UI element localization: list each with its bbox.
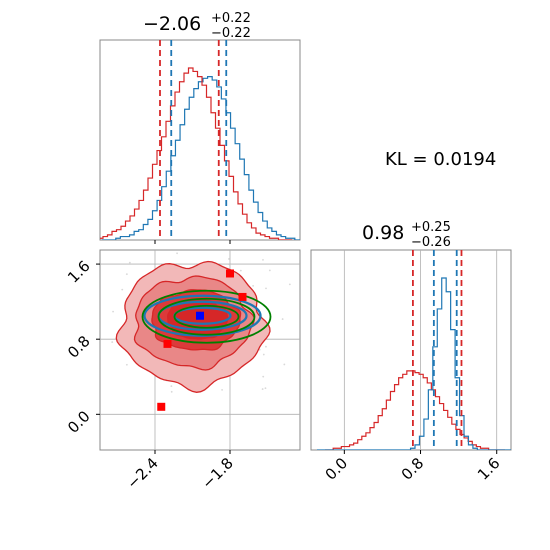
y-tick-label: 1.6 — [64, 257, 94, 287]
sample-point — [111, 341, 114, 343]
x-tick-label: 1.6 — [474, 454, 504, 484]
sample-point — [170, 385, 173, 388]
x-tick-label: 0.0 — [322, 454, 352, 484]
blue-mean-marker — [196, 311, 204, 320]
sample-point — [128, 261, 131, 264]
red-sample-marker — [163, 339, 172, 348]
sample-point — [95, 420, 97, 422]
x-tick-label: −2.4 — [123, 454, 161, 492]
param1-title-minus: −0.22 — [211, 26, 251, 41]
sample-point — [170, 390, 173, 393]
joint-density-panel: 0.0 0.8 1.6 −2.4 −1.8 — [64, 249, 301, 493]
param2-title-plus: +0.25 — [411, 220, 451, 235]
sample-point — [265, 345, 267, 348]
histograms — [100, 40, 300, 240]
sample-point — [125, 363, 128, 366]
green-contour — [173, 304, 240, 329]
sample-point — [261, 388, 264, 390]
sample-point — [262, 258, 264, 261]
marginal-histogram-param1 — [99, 39, 301, 244]
sample-point — [221, 389, 223, 391]
param2-title: 0.98 — [362, 222, 404, 244]
sample-point — [252, 284, 255, 287]
red-sample-marker — [226, 269, 234, 278]
sample-point — [262, 353, 265, 356]
y-tick-label: 0.0 — [64, 407, 94, 437]
histograms — [317, 250, 511, 450]
red-sample-marker — [157, 402, 166, 411]
param2-title-minus: −0.26 — [411, 235, 451, 250]
hist-blue-param1 — [102, 76, 300, 240]
sample-point — [121, 288, 124, 291]
sample-point — [262, 375, 265, 378]
green-contour — [141, 289, 272, 344]
x-tick-label: 0.8 — [398, 454, 428, 484]
red-sample-marker — [238, 292, 247, 301]
hist-red-param1 — [100, 67, 292, 240]
sample-point — [268, 269, 271, 272]
sample-point — [288, 283, 291, 286]
sample-point — [228, 263, 231, 266]
green-contour — [157, 297, 256, 336]
y-tick-label: 0.8 — [64, 332, 94, 362]
sample-point — [176, 252, 178, 255]
sample-point — [112, 310, 114, 313]
axes-frame — [99, 39, 301, 241]
param1-title: −2.06 — [143, 13, 201, 35]
param1-title-plus: +0.22 — [211, 11, 251, 26]
sample-point — [265, 287, 267, 290]
sample-point — [228, 258, 230, 260]
sample-point — [281, 318, 284, 320]
sample-point — [283, 363, 286, 366]
kl-annotation: KL = 0.0194 — [385, 149, 496, 170]
blue-contour — [143, 294, 262, 337]
axes-frame — [310, 249, 512, 451]
sample-point — [258, 348, 261, 351]
hist-blue-param2 — [317, 277, 511, 450]
marginal-histogram-param2: 0.0 0.8 1.6 — [310, 249, 512, 484]
joint-contents — [95, 250, 300, 450]
x-tick-label: −1.8 — [198, 454, 236, 492]
sample-point — [125, 273, 128, 276]
sample-point — [264, 387, 267, 390]
sample-point — [239, 269, 242, 272]
